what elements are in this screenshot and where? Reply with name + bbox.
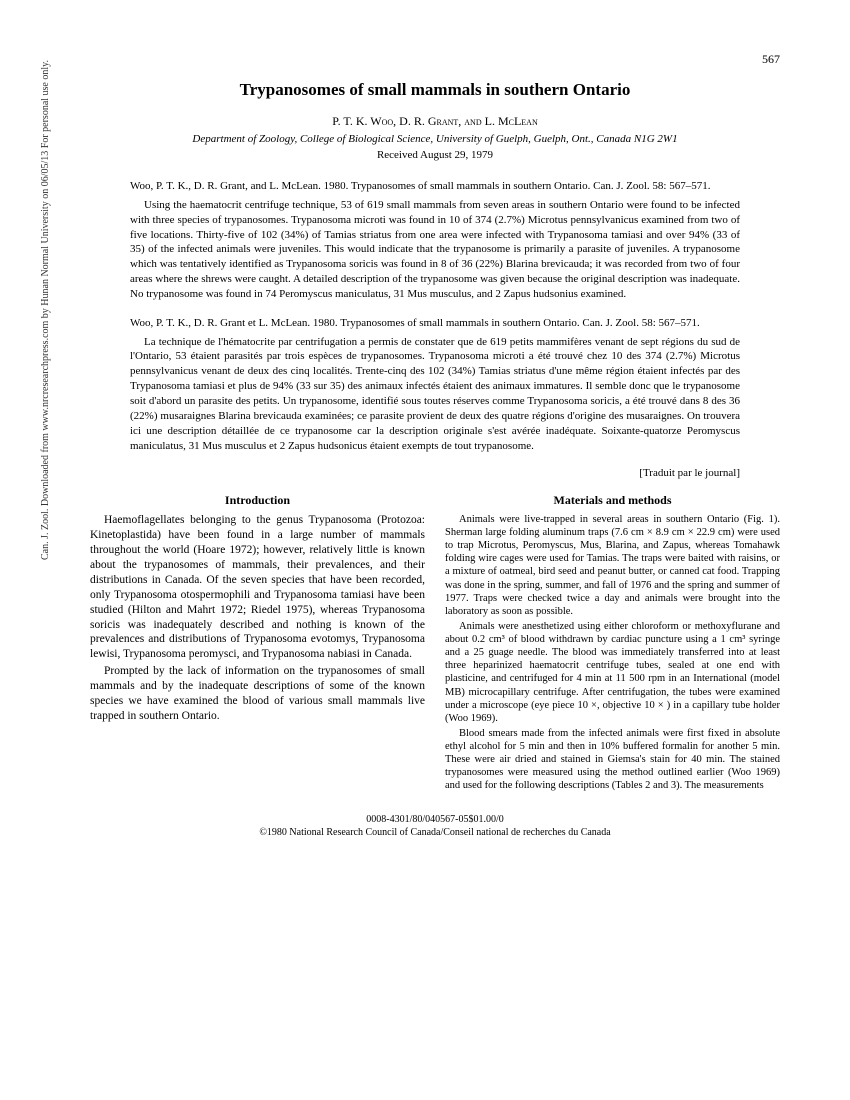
intro-heading: Introduction — [90, 493, 425, 509]
abstract-english: Woo, P. T. K., D. R. Grant, and L. McLea… — [130, 179, 740, 302]
body-columns: Introduction Haemoflagellates belonging … — [90, 493, 780, 794]
article-title: Trypanosomes of small mammals in souther… — [90, 80, 780, 100]
intro-p2: Prompted by the lack of information on t… — [90, 664, 425, 724]
translated-note: [Traduit par le journal] — [130, 467, 740, 479]
methods-p2: Animals were anesthetized using either c… — [445, 620, 780, 725]
abstract-french: Woo, P. T. K., D. R. Grant et L. McLean.… — [130, 316, 740, 454]
download-watermark: Can. J. Zool. Downloaded from www.nrcres… — [40, 60, 51, 560]
footer-copyright: ©1980 National Research Council of Canad… — [90, 826, 780, 839]
methods-p1: Animals were live-trapped in several are… — [445, 513, 780, 618]
abstract-en-body: Using the haematocrit centrifuge techniq… — [130, 198, 740, 302]
affiliation: Department of Zoology, College of Biolog… — [90, 133, 780, 145]
received-date: Received August 29, 1979 — [90, 149, 780, 161]
footer-issn: 0008-4301/80/040567-05$01.00/0 — [90, 813, 780, 826]
left-column: Introduction Haemoflagellates belonging … — [90, 493, 425, 794]
footer: 0008-4301/80/040567-05$01.00/0 ©1980 Nat… — [90, 813, 780, 839]
page-number: 567 — [762, 52, 780, 67]
methods-p3: Blood smears made from the infected anim… — [445, 727, 780, 793]
citation-en: Woo, P. T. K., D. R. Grant, and L. McLea… — [130, 179, 740, 194]
abstract-fr-body: La technique de l'hématocrite par centri… — [130, 335, 740, 454]
authors-text: P. T. K. Woo, D. R. Grant, and L. McLean — [332, 114, 537, 128]
methods-heading: Materials and methods — [445, 493, 780, 509]
citation-fr: Woo, P. T. K., D. R. Grant et L. McLean.… — [130, 316, 740, 331]
right-column: Materials and methods Animals were live-… — [445, 493, 780, 794]
intro-p1: Haemoflagellates belonging to the genus … — [90, 513, 425, 662]
authors: P. T. K. Woo, D. R. Grant, and L. McLean — [90, 114, 780, 129]
